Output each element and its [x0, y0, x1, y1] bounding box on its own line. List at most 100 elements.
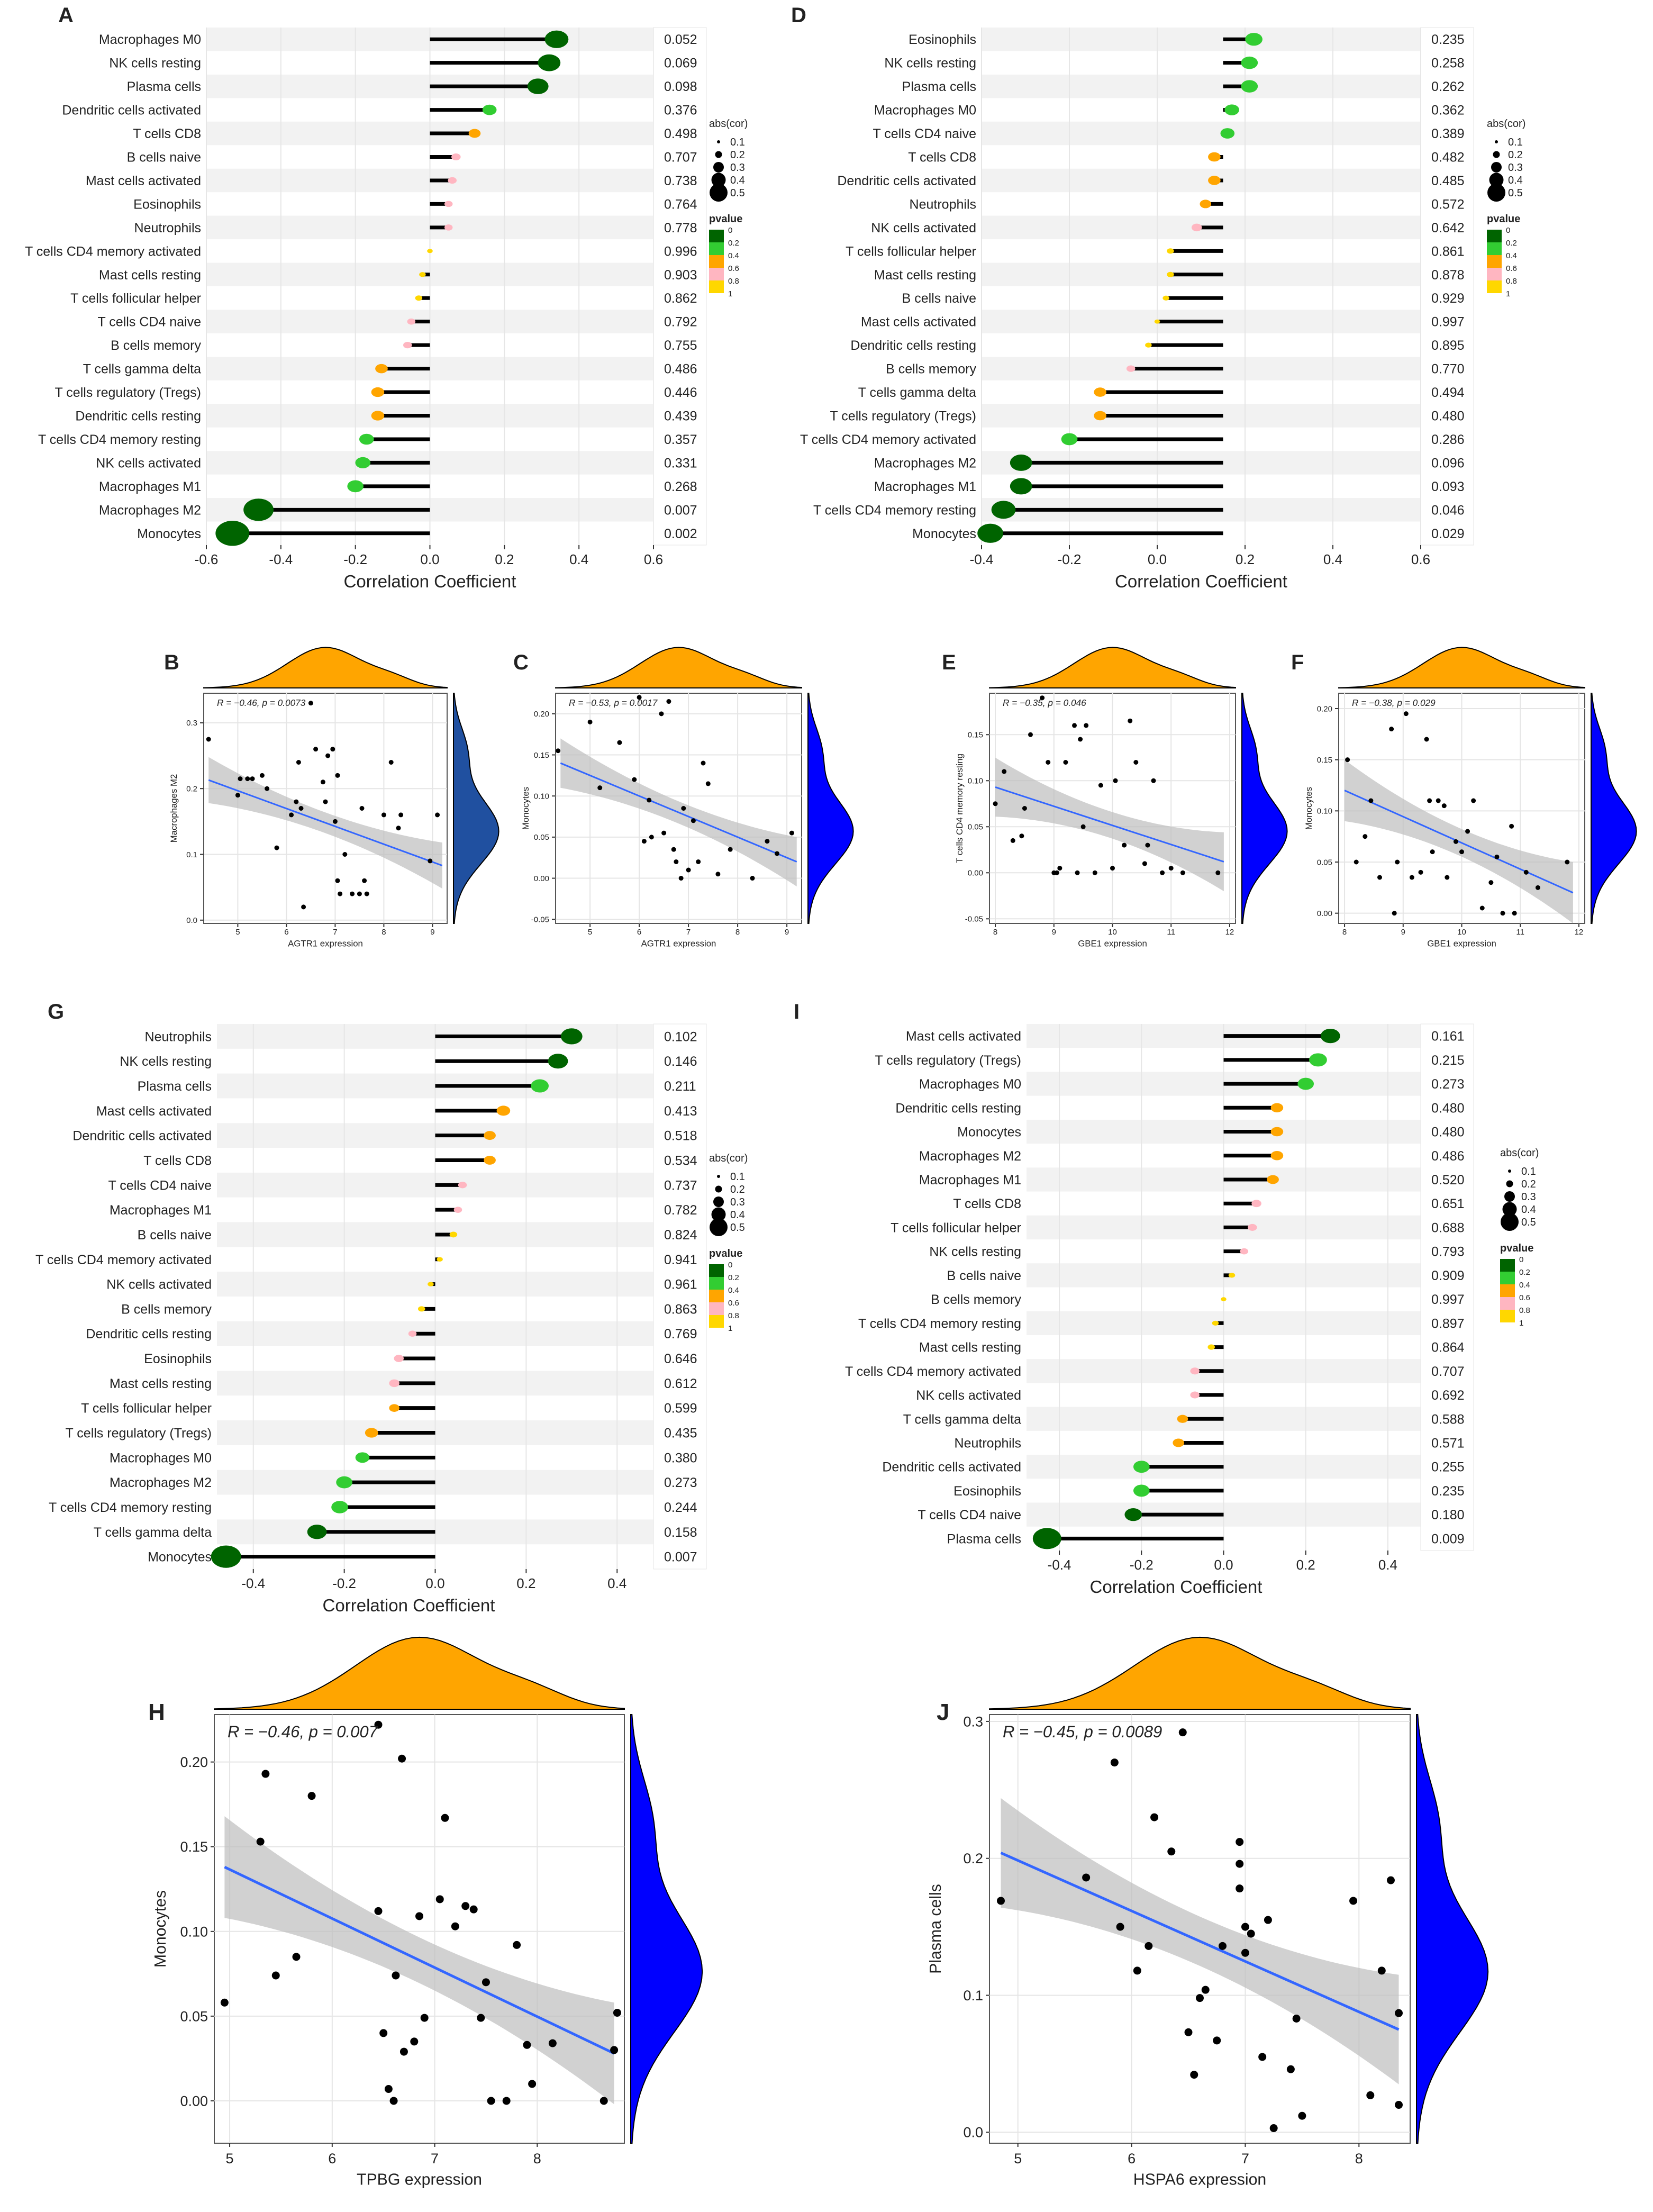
lollipop-dot: [1208, 176, 1221, 185]
lollipop-dot: [1267, 1175, 1279, 1184]
size-key-label: 0.1: [730, 1171, 745, 1183]
row-label: T cells CD8: [143, 1154, 212, 1168]
data-point: [1184, 2028, 1193, 2036]
data-point: [765, 839, 770, 844]
lollipop-dot: [484, 1156, 496, 1165]
x-tick-label: 7: [333, 928, 337, 937]
data-point: [1269, 2124, 1278, 2133]
data-point: [1258, 2053, 1267, 2061]
data-point: [715, 872, 721, 877]
lollipop-dot: [1270, 1127, 1284, 1137]
data-point: [1418, 869, 1423, 875]
pvalue-label: 0.642: [1431, 221, 1465, 235]
pvalue-label: 0.494: [1431, 385, 1465, 400]
pvalue-label: 0.389: [1431, 126, 1465, 141]
regression-line: [1000, 1852, 1400, 2031]
x-tick-label: 5: [226, 2151, 234, 2166]
y-tick-label: 0.00: [968, 869, 983, 878]
x-tick-label: 5: [588, 928, 592, 937]
pvalue-label: 0.244: [664, 1500, 697, 1515]
scatter-panel-C: C R = −0.53, p = 0.0017 5 6 7 8 9 -0.05 0.00 0.05…: [513, 647, 854, 949]
y-tick-label: 0.0: [186, 916, 197, 925]
pvalue-swatch: [1487, 268, 1502, 280]
pvalue-swatch: [1487, 255, 1502, 268]
pvalue-label: 0.599: [664, 1401, 697, 1416]
pvalue-label: 0.770: [1431, 362, 1465, 377]
data-point: [1201, 1986, 1210, 1994]
row-label: T cells follicular helper: [81, 1401, 212, 1416]
lollipop-dot: [1010, 478, 1032, 495]
row-label: Macrophages M2: [99, 503, 201, 518]
lollipop-dot: [347, 480, 364, 493]
row-label: T cells CD8: [133, 126, 201, 141]
pvalue-swatch: [709, 1290, 724, 1302]
y-tick-label: 0.20: [1317, 704, 1332, 713]
pvalue-label: 0.102: [664, 1029, 697, 1044]
data-point: [265, 786, 270, 791]
data-point: [996, 1897, 1005, 1905]
pvalue-key-label: 0: [1506, 226, 1510, 235]
lollipop-dot: [560, 1028, 583, 1045]
pvalue-swatch: [709, 255, 724, 268]
pvalue-label: 0.764: [664, 197, 697, 212]
lollipop-dot: [1200, 200, 1212, 208]
data-point: [1403, 711, 1409, 717]
data-point: [691, 818, 696, 823]
x-tick-label: -0.2: [1058, 551, 1082, 567]
x-tick-label: 8: [1355, 2151, 1363, 2166]
size-key-label: 0.5: [730, 1222, 745, 1234]
row-label: Monocytes: [137, 527, 201, 541]
size-key: [1504, 1191, 1515, 1202]
marginal-density-x: [555, 647, 802, 688]
x-tick-label: -0.2: [1130, 1557, 1154, 1573]
data-point: [1479, 905, 1485, 911]
row-label: B cells naive: [138, 1228, 212, 1243]
x-tick-label: 0.2: [1236, 551, 1255, 567]
data-point: [1110, 866, 1115, 871]
lollipop-panel-D: D Eosinophils 0.235 NK cells resting 0.258 Pl…: [791, 4, 1525, 591]
lollipop-dot: [437, 1257, 443, 1262]
pvalue-label: 0.518: [664, 1129, 697, 1144]
row-label: Plasma cells: [138, 1079, 212, 1094]
data-point: [379, 2029, 388, 2037]
pvalue-label: 0.211: [664, 1079, 696, 1094]
pvalue-key-label: 0.8: [728, 277, 739, 286]
row-label: Eosinophils: [133, 197, 201, 212]
size-legend-title: abs(cor): [1487, 118, 1525, 130]
pvalue-column: [653, 1023, 707, 1570]
data-point: [271, 1971, 280, 1980]
y-tick-label: 0.05: [1317, 858, 1332, 867]
pvalue-label: 0.007: [664, 503, 697, 518]
data-point: [261, 1770, 270, 1778]
lollipop-dot: [408, 1330, 417, 1337]
data-point: [335, 878, 340, 883]
pvalue-label: 0.861: [1431, 244, 1465, 259]
row-label: Mast cells activated: [906, 1029, 1021, 1044]
correlation-annotation: R = −0.35, p = 0.046: [1003, 697, 1086, 708]
y-axis-title: Monocytes: [1304, 787, 1314, 830]
data-point: [206, 737, 211, 742]
x-tick-label: 9: [1401, 928, 1405, 937]
marginal-density-x: [1338, 647, 1585, 688]
lollipop-dot: [243, 498, 274, 521]
row-label: B cells naive: [127, 150, 201, 165]
row-label: NK cells activated: [96, 456, 201, 470]
y-tick-label: 0.20: [534, 710, 549, 719]
pvalue-label: 0.098: [664, 79, 697, 94]
lollipop-dot: [1133, 1461, 1150, 1473]
pvalue-label: 0.273: [664, 1475, 697, 1490]
data-point: [313, 747, 319, 752]
pvalue-key-label: 1: [1519, 1319, 1523, 1328]
y-tick-label: 0.2: [963, 1851, 983, 1866]
x-tick-label: 6: [284, 928, 288, 937]
lollipop-dot: [1191, 223, 1202, 232]
size-key: [1502, 1202, 1517, 1217]
lollipop-dot: [1208, 152, 1221, 162]
data-point: [415, 1912, 423, 1920]
size-key: [1491, 162, 1502, 173]
size-key-label: 0.3: [1508, 162, 1523, 174]
pvalue-key-label: 0: [1519, 1255, 1523, 1264]
data-point: [1453, 839, 1458, 844]
data-point: [1395, 2101, 1403, 2109]
row-label: Neutrophils: [955, 1436, 1021, 1451]
